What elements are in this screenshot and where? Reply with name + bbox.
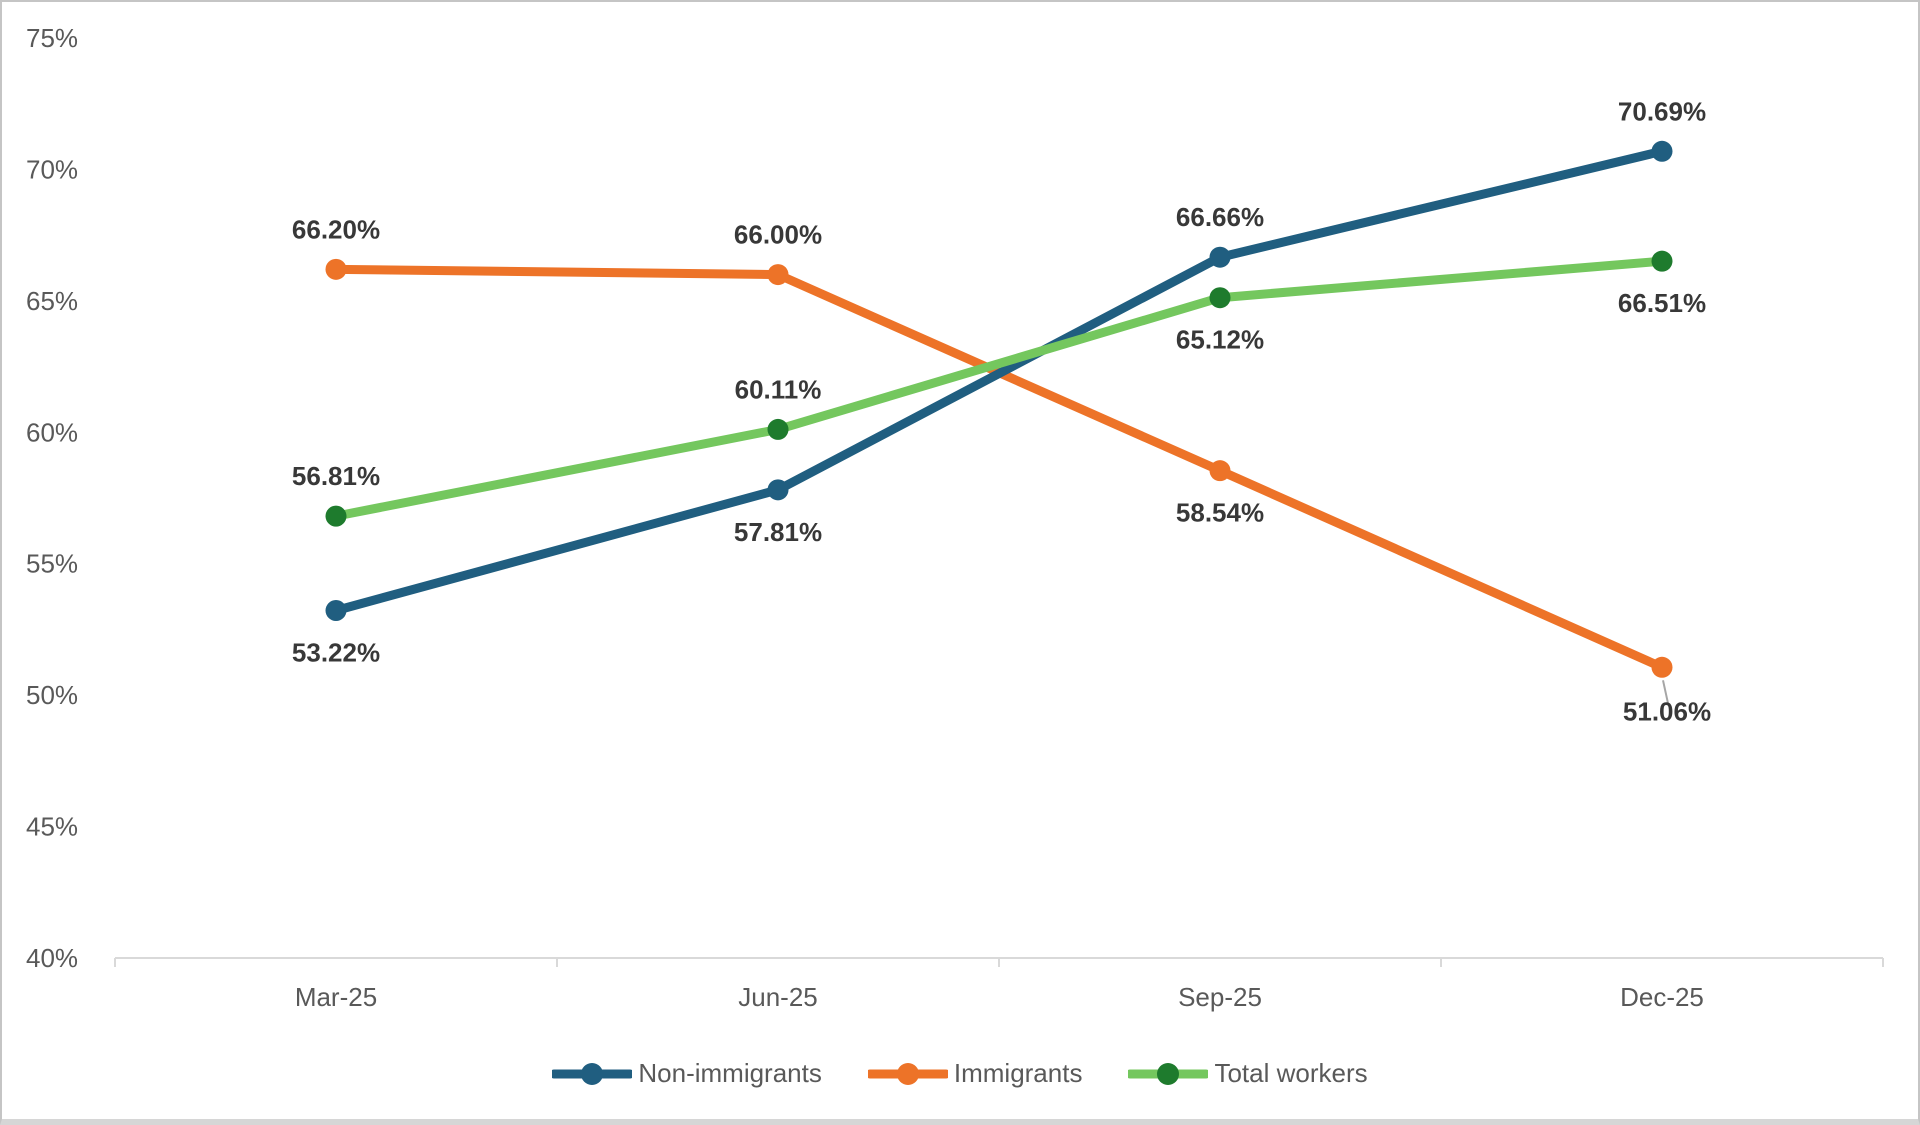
series-line-immigrants xyxy=(331,264,1667,672)
data-label: 66.00% xyxy=(734,220,822,250)
legend-line-marker-icon xyxy=(1128,1062,1209,1085)
data-label: 51.06% xyxy=(1623,696,1711,726)
x-axis-category-label: Sep-25 xyxy=(1178,982,1262,1012)
legend-line-marker-icon xyxy=(552,1062,633,1085)
data-point-marker xyxy=(1209,246,1231,268)
legend-label: Non-immigrants xyxy=(638,1058,822,1088)
data-point-marker xyxy=(1651,656,1673,678)
legend-label: Total workers xyxy=(1214,1058,1368,1088)
chart-legend: Non-immigrants Immigrants Total workers xyxy=(2,1058,1918,1089)
data-label: 66.66% xyxy=(1176,202,1264,232)
y-axis-tick-label: 40% xyxy=(26,943,78,973)
x-axis-category-label: Jun-25 xyxy=(738,982,818,1012)
y-axis-tick-label: 55% xyxy=(26,549,78,579)
series-line-total-workers xyxy=(331,256,1667,521)
data-point-marker xyxy=(1651,140,1673,162)
y-axis-tick-label: 50% xyxy=(26,680,78,710)
legend-item-non-immigrants: Non-immigrants xyxy=(552,1058,822,1089)
data-point-marker xyxy=(1209,460,1231,482)
y-axis-tick-label: 75% xyxy=(26,23,78,53)
data-label: 66.51% xyxy=(1618,288,1706,318)
data-label: 53.22% xyxy=(292,638,380,668)
data-point-marker xyxy=(767,264,789,286)
data-point-marker xyxy=(325,600,347,622)
data-label: 66.20% xyxy=(292,214,380,244)
x-axis-category-label: Mar-25 xyxy=(295,982,377,1012)
x-axis-category-label: Dec-25 xyxy=(1620,982,1704,1012)
data-point-marker xyxy=(1209,287,1231,309)
data-label: 65.12% xyxy=(1176,325,1264,355)
data-label: 58.54% xyxy=(1176,498,1264,528)
data-point-marker xyxy=(767,479,789,501)
data-label: 70.69% xyxy=(1618,96,1706,126)
data-point-marker xyxy=(325,258,347,280)
legend-line-marker-icon xyxy=(867,1062,948,1085)
y-axis-tick-label: 70% xyxy=(26,154,78,184)
legend-label: Immigrants xyxy=(953,1058,1083,1088)
data-point-marker xyxy=(1651,250,1673,272)
data-label: 56.81% xyxy=(292,461,380,491)
data-label: 60.11% xyxy=(735,374,822,404)
data-point-marker xyxy=(325,505,347,527)
series-line-non-immigrants xyxy=(331,146,1667,616)
data-label: 57.81% xyxy=(734,517,822,547)
data-point-marker xyxy=(767,418,789,440)
y-axis-tick-label: 45% xyxy=(26,812,78,842)
data-label-leader-line xyxy=(1662,680,1669,704)
legend-item-immigrants: Immigrants xyxy=(867,1058,1083,1089)
y-axis-tick-label: 60% xyxy=(26,417,78,447)
legend-item-total-workers: Total workers xyxy=(1128,1058,1368,1089)
y-axis-tick-label: 65% xyxy=(26,286,78,316)
